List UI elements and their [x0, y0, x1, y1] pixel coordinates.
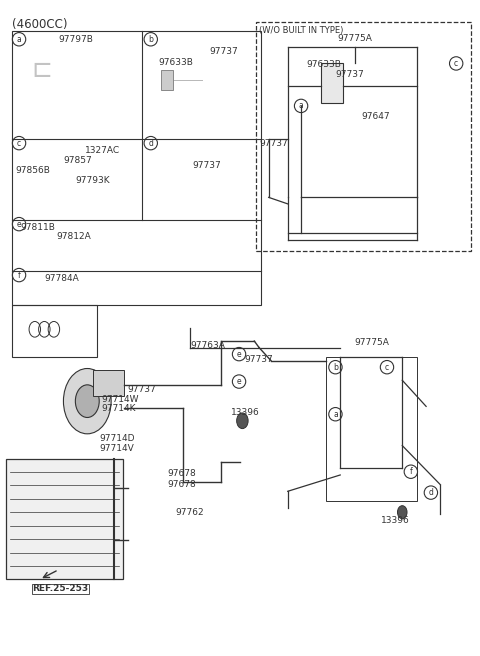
Text: (W/O BUILT IN TYPE): (W/O BUILT IN TYPE) — [259, 26, 344, 35]
Text: 97737: 97737 — [128, 386, 156, 394]
Text: b: b — [148, 35, 153, 44]
Text: e: e — [237, 377, 241, 386]
Bar — [93, 370, 124, 396]
Text: REF.25-253: REF.25-253 — [33, 584, 88, 593]
Text: 97856B: 97856B — [16, 166, 50, 175]
Text: 97737: 97737 — [209, 47, 238, 56]
Bar — [321, 64, 343, 102]
Text: e: e — [17, 220, 21, 229]
Text: f: f — [409, 467, 412, 476]
Text: 97678: 97678 — [168, 480, 196, 489]
Text: 97633B: 97633B — [307, 60, 342, 69]
Text: (4600CC): (4600CC) — [12, 18, 67, 31]
Text: 97812A: 97812A — [56, 232, 91, 241]
Text: 97737: 97737 — [245, 356, 274, 365]
Text: 97737: 97737 — [259, 138, 288, 148]
Text: c: c — [385, 363, 389, 372]
Bar — [256, 22, 471, 251]
Text: 97678: 97678 — [168, 469, 196, 478]
Text: b: b — [333, 363, 338, 372]
Text: 97775A: 97775A — [337, 34, 372, 43]
Text: 13396: 13396 — [381, 516, 409, 525]
Text: 97763A: 97763A — [190, 341, 225, 350]
Circle shape — [237, 413, 248, 428]
Bar — [326, 358, 417, 501]
Text: d: d — [429, 488, 433, 497]
Text: 97737: 97737 — [336, 70, 364, 79]
Text: 97714K: 97714K — [102, 405, 136, 413]
Circle shape — [63, 369, 111, 434]
Text: 97633B: 97633B — [159, 58, 194, 67]
Text: 97647: 97647 — [362, 112, 390, 121]
Text: ⊏: ⊏ — [32, 58, 52, 82]
Text: 97793K: 97793K — [75, 176, 110, 185]
Bar — [12, 305, 97, 358]
Circle shape — [397, 506, 407, 519]
Text: d: d — [148, 138, 153, 148]
Text: 97784A: 97784A — [44, 274, 79, 283]
Bar — [161, 70, 173, 90]
Text: 97737: 97737 — [192, 161, 221, 171]
Text: e: e — [237, 350, 241, 359]
Text: f: f — [18, 270, 21, 279]
Text: 97714V: 97714V — [99, 444, 134, 453]
Bar — [12, 31, 262, 305]
Text: 13396: 13396 — [230, 407, 259, 417]
Bar — [6, 459, 123, 579]
Text: 97797B: 97797B — [59, 35, 94, 45]
Text: 1327AC: 1327AC — [85, 146, 120, 155]
Text: 97714W: 97714W — [102, 395, 139, 403]
Text: 97714D: 97714D — [99, 434, 135, 443]
Text: 97775A: 97775A — [355, 338, 389, 347]
Text: 97857: 97857 — [63, 156, 92, 165]
Text: a: a — [17, 35, 22, 44]
Text: a: a — [299, 102, 303, 110]
Text: a: a — [333, 410, 338, 419]
Text: 97811B: 97811B — [21, 224, 55, 232]
Circle shape — [75, 385, 99, 417]
Text: c: c — [17, 138, 21, 148]
Text: c: c — [454, 59, 458, 68]
Text: 97762: 97762 — [176, 508, 204, 518]
